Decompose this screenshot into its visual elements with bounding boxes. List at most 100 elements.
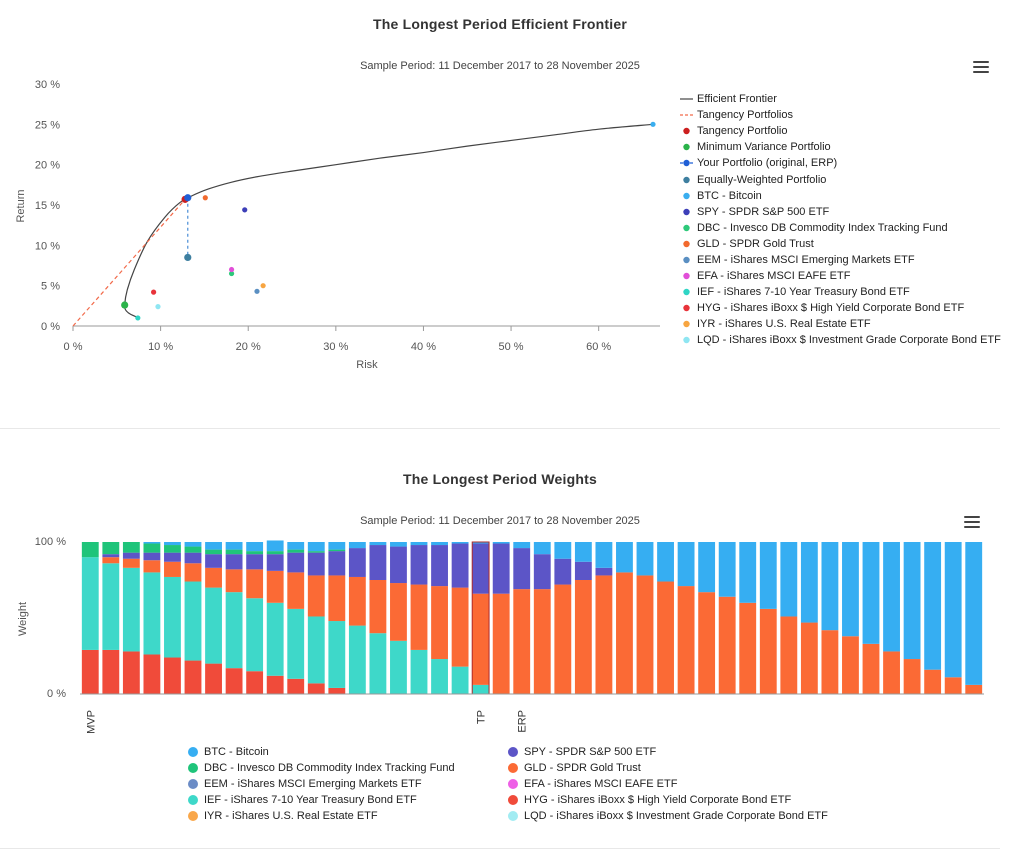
point-dbc[interactable]	[228, 270, 235, 277]
weight-bar-gld[interactable]	[246, 569, 264, 599]
weight-bar-spy[interactable]	[554, 558, 572, 585]
weight-bar-gld[interactable]	[492, 593, 510, 694]
weight-bar-btc[interactable]	[677, 542, 695, 587]
weight-bar-gld[interactable]	[800, 622, 818, 694]
point-gld[interactable]	[202, 195, 208, 201]
weight-bar-hyg[interactable]	[205, 663, 222, 694]
weight-bar-ief[interactable]	[266, 602, 284, 676]
frontier-legend-item[interactable]: LQD - iShares iBoxx $ Investment Grade C…	[679, 332, 1001, 348]
weight-bar-btc[interactable]	[369, 542, 387, 546]
weight-bar-btc[interactable]	[451, 542, 469, 544]
point-btc[interactable]	[650, 121, 656, 127]
weight-bar-hyg[interactable]	[328, 687, 346, 694]
weight-bar-gld[interactable]	[862, 643, 880, 694]
weight-bar-hyg[interactable]	[143, 654, 161, 694]
point-minimum[interactable]	[121, 301, 129, 309]
weight-bar-hyg[interactable]	[184, 660, 202, 694]
point-spy[interactable]	[242, 207, 248, 213]
weight-bar-gld[interactable]	[348, 576, 366, 626]
weight-bar-dbc[interactable]	[307, 551, 325, 553]
frontier-legend-item[interactable]: EEM - iShares MSCI Emerging Markets ETF	[679, 252, 1001, 268]
weight-bar-ief[interactable]	[307, 616, 325, 684]
weight-bar-ief[interactable]	[410, 649, 428, 694]
weight-bar-btc[interactable]	[184, 542, 202, 547]
tangency-portfolios-line[interactable]	[72, 198, 186, 327]
frontier-legend-item[interactable]: Your Portfolio (original, ERP)	[679, 155, 1001, 171]
weight-bar-spy[interactable]	[266, 554, 284, 571]
weight-bar-dbc[interactable]	[287, 549, 305, 553]
weight-bar-gld[interactable]	[369, 580, 387, 634]
weight-bar-dbc[interactable]	[266, 551, 284, 555]
weight-bar-gld[interactable]	[821, 630, 839, 694]
weight-bar-spy[interactable]	[184, 552, 202, 564]
weights-legend-item[interactable]: LQD - iShares iBoxx $ Investment Grade C…	[508, 809, 828, 823]
point-lqd[interactable]	[155, 304, 161, 310]
weight-bar-btc[interactable]	[390, 542, 407, 547]
weight-bar-spy[interactable]	[513, 548, 531, 590]
weight-bar-gld[interactable]	[698, 592, 716, 694]
weight-bar-ief[interactable]	[287, 608, 305, 679]
weight-bar-dbc[interactable]	[143, 543, 161, 553]
weight-bar-ief[interactable]	[184, 581, 202, 661]
weight-bar-hyg[interactable]	[164, 657, 181, 694]
weight-bar-spy[interactable]	[574, 561, 592, 580]
frontier-menu-icon[interactable]	[973, 61, 989, 73]
weight-bar-ief[interactable]	[348, 625, 366, 694]
weight-bar-ief[interactable]	[431, 659, 448, 694]
weight-bar-gld[interactable]	[287, 572, 305, 609]
frontier-legend-item[interactable]: IYR - iShares U.S. Real Estate ETF	[679, 316, 1001, 332]
weight-bar-dbc[interactable]	[246, 551, 264, 555]
weight-bar-gld[interactable]	[657, 581, 674, 694]
weight-bar-btc[interactable]	[246, 542, 264, 552]
efficient-frontier-line[interactable]	[123, 123, 654, 319]
weight-bar-gld[interactable]	[718, 596, 736, 694]
frontier-legend-item[interactable]: Equally-Weighted Portfolio	[679, 171, 1001, 187]
weight-bar-btc[interactable]	[883, 542, 900, 652]
weights-legend-item[interactable]: SPY - SPDR S&P 500 ETF	[508, 745, 828, 759]
point-equallyweighted[interactable]	[184, 253, 192, 262]
weight-bar-ief[interactable]	[205, 587, 222, 664]
frontier-legend-item[interactable]: DBC - Invesco DB Commodity Index Trackin…	[679, 220, 1001, 236]
weights-legend-item[interactable]: DBC - Invesco DB Commodity Index Trackin…	[188, 761, 508, 775]
weight-bar-gld[interactable]	[739, 602, 757, 694]
weight-bar-dbc[interactable]	[328, 549, 346, 552]
weight-bar-btc[interactable]	[328, 542, 346, 550]
weight-bar-gld[interactable]	[595, 575, 613, 694]
weight-bar-ief[interactable]	[472, 684, 490, 694]
weight-bar-btc[interactable]	[307, 542, 325, 552]
frontier-legend-item[interactable]: Efficient Frontier	[679, 91, 1001, 107]
point-ief[interactable]	[135, 315, 141, 321]
weights-legend-item[interactable]: EEM - iShares MSCI Emerging Markets ETF	[188, 777, 508, 791]
weight-bar-dbc[interactable]	[205, 549, 222, 555]
weight-bar-hyg[interactable]	[102, 649, 120, 694]
weight-bar-spy[interactable]	[533, 554, 551, 590]
weight-bar-btc[interactable]	[965, 542, 983, 685]
weight-bar-gld[interactable]	[102, 557, 120, 564]
weight-bar-btc[interactable]	[739, 542, 757, 603]
weight-bar-gld[interactable]	[554, 584, 572, 694]
weight-bar-hyg[interactable]	[81, 649, 99, 694]
weight-bar-hyg[interactable]	[122, 651, 140, 694]
weight-bar-btc[interactable]	[533, 542, 551, 555]
frontier-legend-item[interactable]: EFA - iShares MSCI EAFE ETF	[679, 268, 1001, 284]
weight-bar-gld[interactable]	[122, 558, 140, 568]
weight-bar-ief[interactable]	[390, 640, 407, 694]
weight-bar-spy[interactable]	[472, 543, 490, 594]
weight-bar-btc[interactable]	[266, 540, 284, 552]
weight-bar-gld[interactable]	[677, 586, 695, 694]
weight-bar-spy[interactable]	[451, 543, 469, 588]
frontier-legend-item[interactable]: Tangency Portfolio	[679, 123, 1001, 139]
weight-bar-btc[interactable]	[924, 542, 942, 670]
weight-bar-gld[interactable]	[616, 572, 633, 694]
weights-legend-item[interactable]: IEF - iShares 7-10 Year Treasury Bond ET…	[188, 793, 508, 807]
weight-bar-dbc[interactable]	[102, 542, 120, 555]
frontier-legend-item[interactable]: IEF - iShares 7-10 Year Treasury Bond ET…	[679, 284, 1001, 300]
weight-bar-hyg[interactable]	[307, 683, 325, 694]
weight-bar-gld[interactable]	[883, 651, 900, 694]
weight-bar-ief[interactable]	[143, 572, 161, 655]
weight-bar-gld[interactable]	[513, 589, 531, 694]
weight-bar-gld[interactable]	[965, 684, 983, 694]
weight-bar-btc[interactable]	[595, 542, 613, 568]
weight-bar-spy[interactable]	[307, 552, 325, 576]
weight-bar-btc[interactable]	[225, 542, 243, 550]
